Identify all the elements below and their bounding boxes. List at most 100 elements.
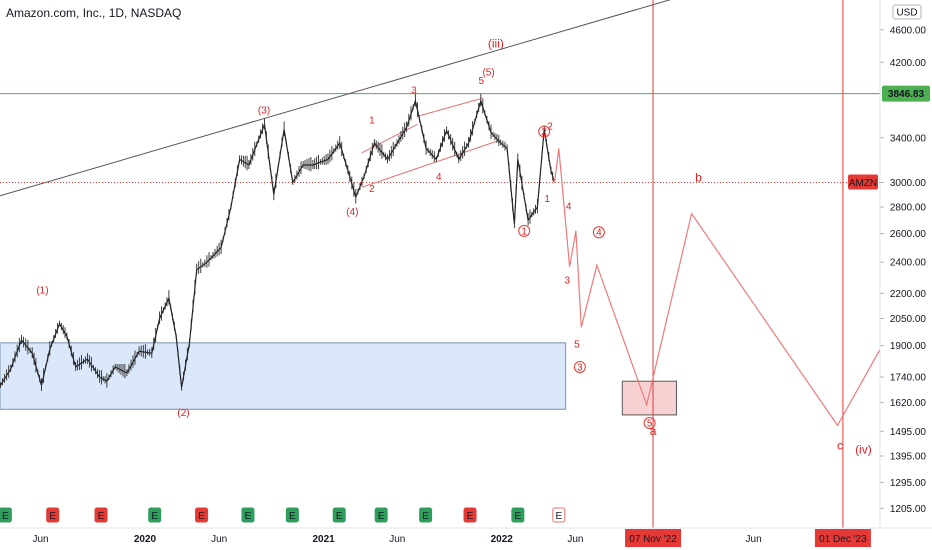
wave-label: 2 [547,121,553,132]
price-tick-label: 1620.00 [890,398,927,409]
earnings-badge[interactable] [195,507,209,523]
circled-wave-label: 3 [577,362,583,373]
price-tick-label: 2600.00 [890,229,927,240]
circled-wave-label: 2 [541,127,547,138]
time-tick-label: 2020 [134,534,157,545]
earnings-badge-label: E [467,511,474,522]
trend-line [0,0,671,197]
wave-label: c [837,439,843,453]
circled-wave-label: 4 [596,228,602,239]
price-tick-label: 2800.00 [890,203,927,214]
ticker-tag-label: AMZN [849,178,877,189]
wave-line [361,123,418,154]
wave-label: (2) [177,408,189,419]
earnings-badge[interactable] [419,507,433,523]
price-tick-label: 2400.00 [890,258,927,269]
earnings-badge-label: E [2,511,9,522]
earnings-badge[interactable] [552,507,566,523]
projection-path [553,148,881,427]
circled-wave-marker [573,360,586,373]
wave-label: (iii) [488,36,504,50]
circled-wave-marker [518,224,531,237]
wave-label: (iv) [855,442,872,456]
wave-label: 5 [574,340,580,351]
wave-line [417,97,484,117]
earnings-badge[interactable] [285,507,299,523]
wave-label: 1 [544,194,550,205]
zone-rect [621,380,677,416]
wave-label: (4) [346,207,358,218]
wave-label: 5 [478,76,484,87]
earnings-badge-label: E [422,511,429,522]
earnings-badge[interactable] [511,507,525,523]
wave-label: b [695,170,702,184]
earnings-badge-label: E [151,511,158,522]
level-price-tag-label: 3846.83 [888,89,925,100]
price-tick-label: 3000.00 [890,178,927,189]
price-tick-label: 4200.00 [890,58,927,69]
level-price-tag [882,85,930,102]
time-tick-label: Jun [746,534,762,545]
earnings-badge[interactable] [332,507,346,523]
earnings-badge-label: E [245,511,252,522]
earnings-badge[interactable] [463,507,477,523]
wave-label: 2 [369,184,375,195]
price-tick-label: 3400.00 [890,133,927,144]
wave-label: (5) [482,67,494,78]
time-tick-label: Jun [211,534,227,545]
plot-area [0,0,880,525]
price-tick-label: 2050.00 [890,314,927,325]
earnings-badge[interactable] [0,507,12,523]
earnings-badge[interactable] [94,507,108,523]
date-marker-tag [814,529,871,547]
circled-wave-marker [643,417,656,430]
currency-label: USD [896,8,917,19]
earnings-badge-label: E [378,511,385,522]
earnings-badge-label: E [515,511,522,522]
price-tick-label: 1205.00 [890,504,927,515]
earnings-badge-label: E [198,511,205,522]
earnings-badge[interactable] [148,507,162,523]
price-tick-label: 2200.00 [890,289,927,300]
time-tick-label: Jun [567,534,583,545]
zone-rect [0,342,567,410]
wave-label: (3) [258,105,270,116]
date-marker-label: 01 Dec '23 [819,534,867,545]
earnings-badge[interactable] [374,507,388,523]
ticker-tag [848,174,878,190]
wave-label: 3 [564,276,570,287]
price-tick-label: 1395.00 [890,452,927,463]
wave-label: 4 [436,172,442,183]
time-axis [0,528,932,550]
circled-wave-marker [538,125,551,138]
wave-label: (1) [36,285,48,296]
currency-box [892,4,922,20]
price-tick-label: 1740.00 [890,373,927,384]
circled-wave-marker [592,226,605,239]
candle-ticks [0,93,554,391]
earnings-badge[interactable] [46,507,60,523]
price-tick-label: 1495.00 [890,427,927,438]
wave-label: 3 [411,85,417,96]
earnings-badge-label: E [98,511,105,522]
wave-label: 1 [369,115,375,126]
earnings-badge-label: E [556,511,563,522]
price-axis [880,0,932,550]
circled-wave-label: 1 [521,226,527,237]
wave-label: 4 [566,202,572,213]
time-tick-label: Jun [389,534,405,545]
earnings-badge-label: E [49,511,56,522]
earnings-badge[interactable] [241,507,255,523]
earnings-badge-label: E [336,511,343,522]
wave-line [361,139,501,188]
chart-title: Amazon.com, Inc., 1D, NASDAQ [6,6,181,20]
date-marker-label: 07 Nov '22 [629,534,677,545]
time-tick-label: 2022 [491,534,514,545]
time-tick-label: 2021 [312,534,335,545]
earnings-badge-label: E [289,511,296,522]
price-tick-label: 1900.00 [890,341,927,352]
circled-wave-label: 5 [647,419,653,430]
price-tick-label: 4600.00 [890,25,927,36]
